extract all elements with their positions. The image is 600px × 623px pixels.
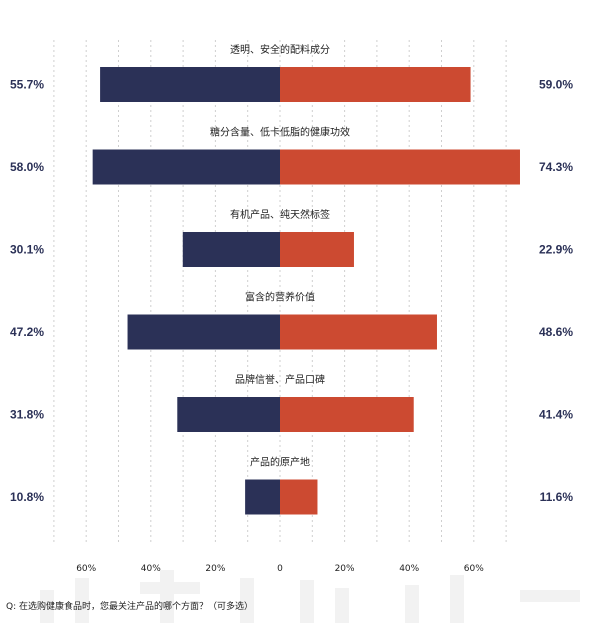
x-tick-label: 20% [205,564,225,574]
right-bar [280,397,414,432]
x-tick-label: 60% [76,564,96,574]
right-value-label: 22.9% [539,243,573,257]
left-bar [127,314,280,350]
category-label: 透明、安全的配料成分 [230,43,330,56]
right-value-label: 41.4% [539,408,573,422]
left-value-label: 55.7% [10,78,44,92]
watermark-logo [40,570,580,623]
survey-question-footnote: Q: 在选购健康食品时，您最关注产品的哪个方面？（可多选） [6,602,253,612]
right-value-label: 48.6% [539,325,573,339]
category-label: 产品的原产地 [250,456,310,469]
x-tick-label: 40% [141,564,161,574]
left-value-label: 10.8% [10,490,44,504]
category-label: 糖分含量、低卡低脂的健康功效 [210,126,350,139]
left-bar [92,149,280,185]
left-bar [177,397,280,432]
x-tick-label: 0 [277,564,283,574]
right-value-label: 11.6% [540,490,574,504]
right-bar [280,479,318,515]
left-bar [100,67,281,102]
x-tick-label: 60% [464,564,484,574]
x-tick-label: 20% [335,564,355,574]
right-bar [280,232,354,267]
category-label: 品牌信誉、产品口碑 [235,373,325,386]
left-bar [182,232,280,267]
right-bar [280,149,520,185]
x-tick-label: 40% [399,564,419,574]
left-value-label: 58.0% [10,160,44,174]
category-label: 有机产品、纯天然标签 [230,208,330,221]
right-value-label: 59.0% [539,78,573,92]
left-value-label: 30.1% [10,243,44,257]
right-bar [280,67,471,102]
left-value-label: 31.8% [10,408,44,422]
right-value-label: 74.3% [539,160,573,174]
right-bar [280,314,437,350]
category-label: 富含的营养价值 [245,291,315,304]
left-value-label: 47.2% [10,325,44,339]
left-bar [245,479,280,515]
